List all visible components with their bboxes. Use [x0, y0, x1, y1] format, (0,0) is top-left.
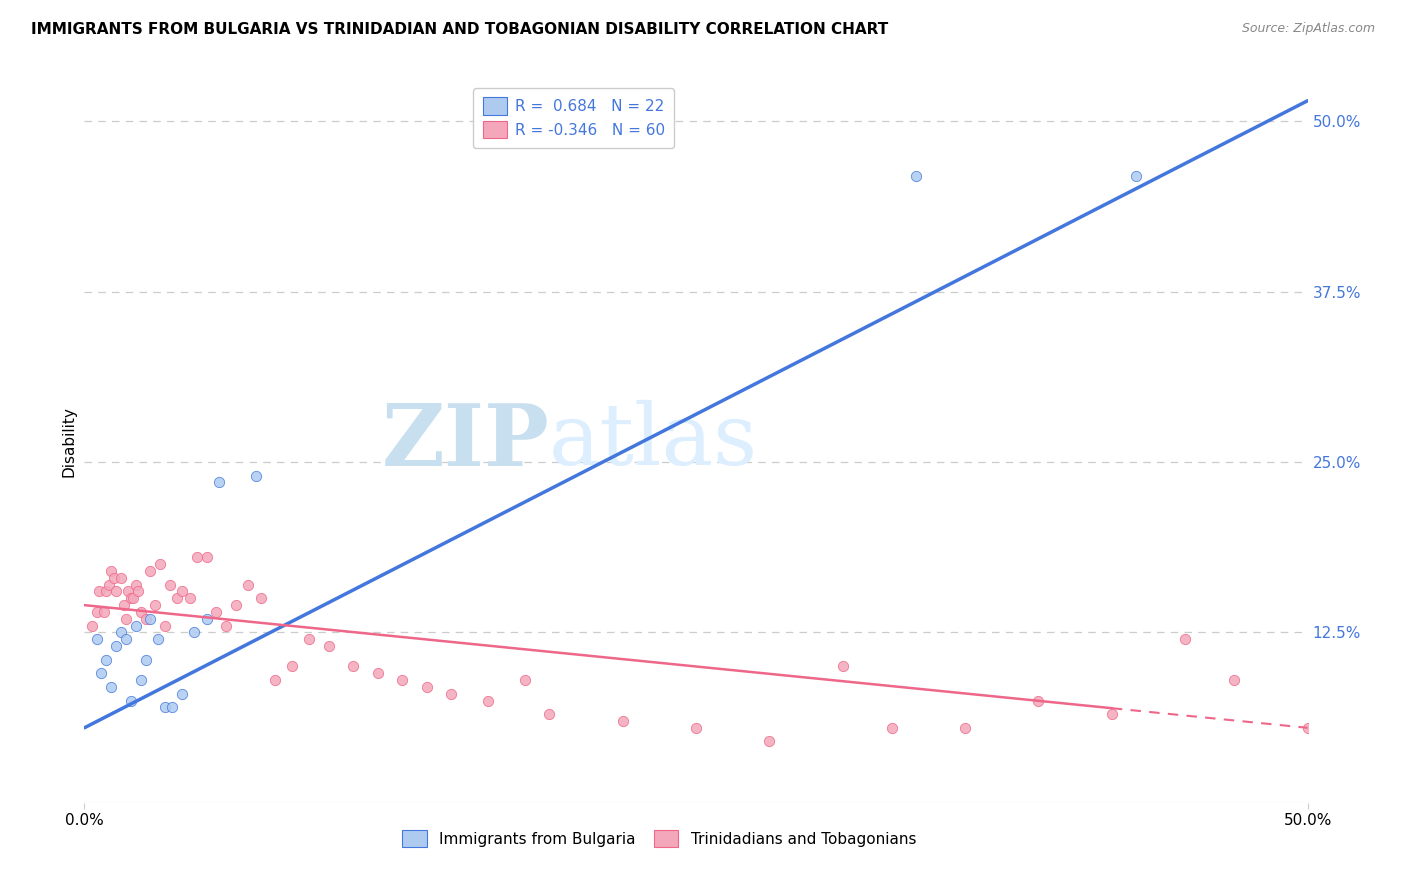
- Point: [264, 673, 287, 687]
- Point: [281, 659, 304, 673]
- Point: [249, 591, 271, 606]
- Point: [477, 693, 499, 707]
- Point: [117, 584, 139, 599]
- Point: [367, 666, 389, 681]
- Point: [96, 653, 118, 667]
- Point: [416, 680, 439, 694]
- Point: [342, 659, 364, 673]
- Point: [685, 721, 707, 735]
- Point: [125, 577, 148, 591]
- Point: [195, 612, 218, 626]
- Point: [1346, 741, 1368, 756]
- Point: [127, 584, 149, 599]
- Point: [153, 618, 176, 632]
- Point: [139, 612, 162, 626]
- Point: [172, 687, 194, 701]
- Point: [86, 605, 108, 619]
- Point: [612, 714, 634, 728]
- Point: [1028, 693, 1050, 707]
- Point: [1223, 673, 1246, 687]
- Point: [1395, 755, 1406, 769]
- Point: [87, 584, 110, 599]
- Point: [105, 584, 128, 599]
- Point: [953, 721, 976, 735]
- Point: [758, 734, 780, 748]
- Point: [135, 653, 157, 667]
- Point: [125, 618, 148, 632]
- Point: [100, 680, 122, 694]
- Point: [153, 700, 176, 714]
- Point: [100, 564, 122, 578]
- Point: [298, 632, 321, 647]
- Text: atlas: atlas: [550, 400, 758, 483]
- Legend: Immigrants from Bulgaria, Trinidadians and Tobagonians: Immigrants from Bulgaria, Trinidadians a…: [394, 821, 925, 856]
- Point: [1296, 721, 1319, 735]
- Point: [1101, 707, 1123, 722]
- Point: [238, 577, 260, 591]
- Point: [1125, 169, 1147, 183]
- Point: [179, 591, 201, 606]
- Point: [139, 564, 162, 578]
- Point: [195, 550, 218, 565]
- Point: [159, 577, 181, 591]
- Point: [513, 673, 536, 687]
- Point: [1174, 632, 1197, 647]
- Point: [115, 632, 138, 647]
- Point: [110, 571, 132, 585]
- Point: [318, 639, 340, 653]
- Point: [905, 169, 928, 183]
- Point: [103, 571, 125, 585]
- Point: [208, 475, 231, 490]
- Point: [120, 591, 142, 606]
- Point: [440, 687, 463, 701]
- Point: [149, 558, 172, 572]
- Point: [166, 591, 188, 606]
- Point: [538, 707, 561, 722]
- Point: [880, 721, 903, 735]
- Point: [97, 577, 120, 591]
- Point: [129, 673, 152, 687]
- Point: [162, 700, 184, 714]
- Point: [120, 693, 142, 707]
- Text: ZIP: ZIP: [381, 400, 550, 483]
- Point: [105, 639, 128, 653]
- Point: [129, 605, 152, 619]
- Point: [146, 632, 169, 647]
- Point: [112, 598, 135, 612]
- Point: [225, 598, 247, 612]
- Text: Source: ZipAtlas.com: Source: ZipAtlas.com: [1241, 22, 1375, 36]
- Point: [122, 591, 145, 606]
- Point: [110, 625, 132, 640]
- Point: [86, 632, 108, 647]
- Point: [205, 605, 228, 619]
- Point: [143, 598, 166, 612]
- Point: [96, 584, 118, 599]
- Point: [391, 673, 413, 687]
- Point: [80, 618, 103, 632]
- Point: [183, 625, 205, 640]
- Text: IMMIGRANTS FROM BULGARIA VS TRINIDADIAN AND TOBAGONIAN DISABILITY CORRELATION CH: IMMIGRANTS FROM BULGARIA VS TRINIDADIAN …: [31, 22, 889, 37]
- Point: [90, 666, 112, 681]
- Point: [245, 468, 267, 483]
- Point: [186, 550, 208, 565]
- Y-axis label: Disability: Disability: [60, 406, 76, 477]
- Point: [215, 618, 238, 632]
- Point: [172, 584, 194, 599]
- Point: [135, 612, 157, 626]
- Point: [93, 605, 115, 619]
- Point: [831, 659, 853, 673]
- Point: [115, 612, 138, 626]
